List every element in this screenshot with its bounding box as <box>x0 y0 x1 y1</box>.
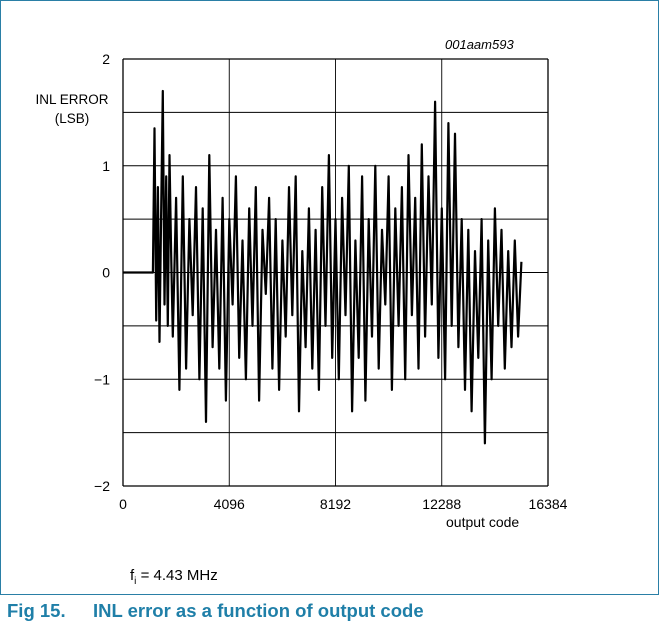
y-tick-label: 0 <box>102 265 110 281</box>
caption-text: INL error as a function of output code <box>93 600 424 621</box>
y-tick-label: −2 <box>94 478 110 494</box>
x-axis-label: output code <box>446 514 519 530</box>
figure-code: 001aam593 <box>445 37 514 52</box>
inl-error-series <box>123 91 521 443</box>
y-tick-label: −1 <box>94 371 110 387</box>
y-tick-label: 2 <box>102 51 110 67</box>
frequency-note: fi = 4.43 MHz <box>130 567 218 587</box>
x-tick-label: 16384 <box>529 496 568 512</box>
chart-series <box>123 91 521 443</box>
x-tick-label: 4096 <box>214 496 245 512</box>
x-tick-label: 0 <box>119 496 127 512</box>
caption-number: Fig 15. <box>7 600 93 622</box>
y-axis-label: INL ERROR (LSB) <box>20 90 124 128</box>
figure-caption: Fig 15. INL error as a function of output… <box>7 600 424 622</box>
y-tick-label: 1 <box>102 158 110 174</box>
x-tick-label: 12288 <box>422 496 461 512</box>
x-tick-label: 8192 <box>320 496 351 512</box>
note-value: = 4.43 MHz <box>136 567 217 584</box>
